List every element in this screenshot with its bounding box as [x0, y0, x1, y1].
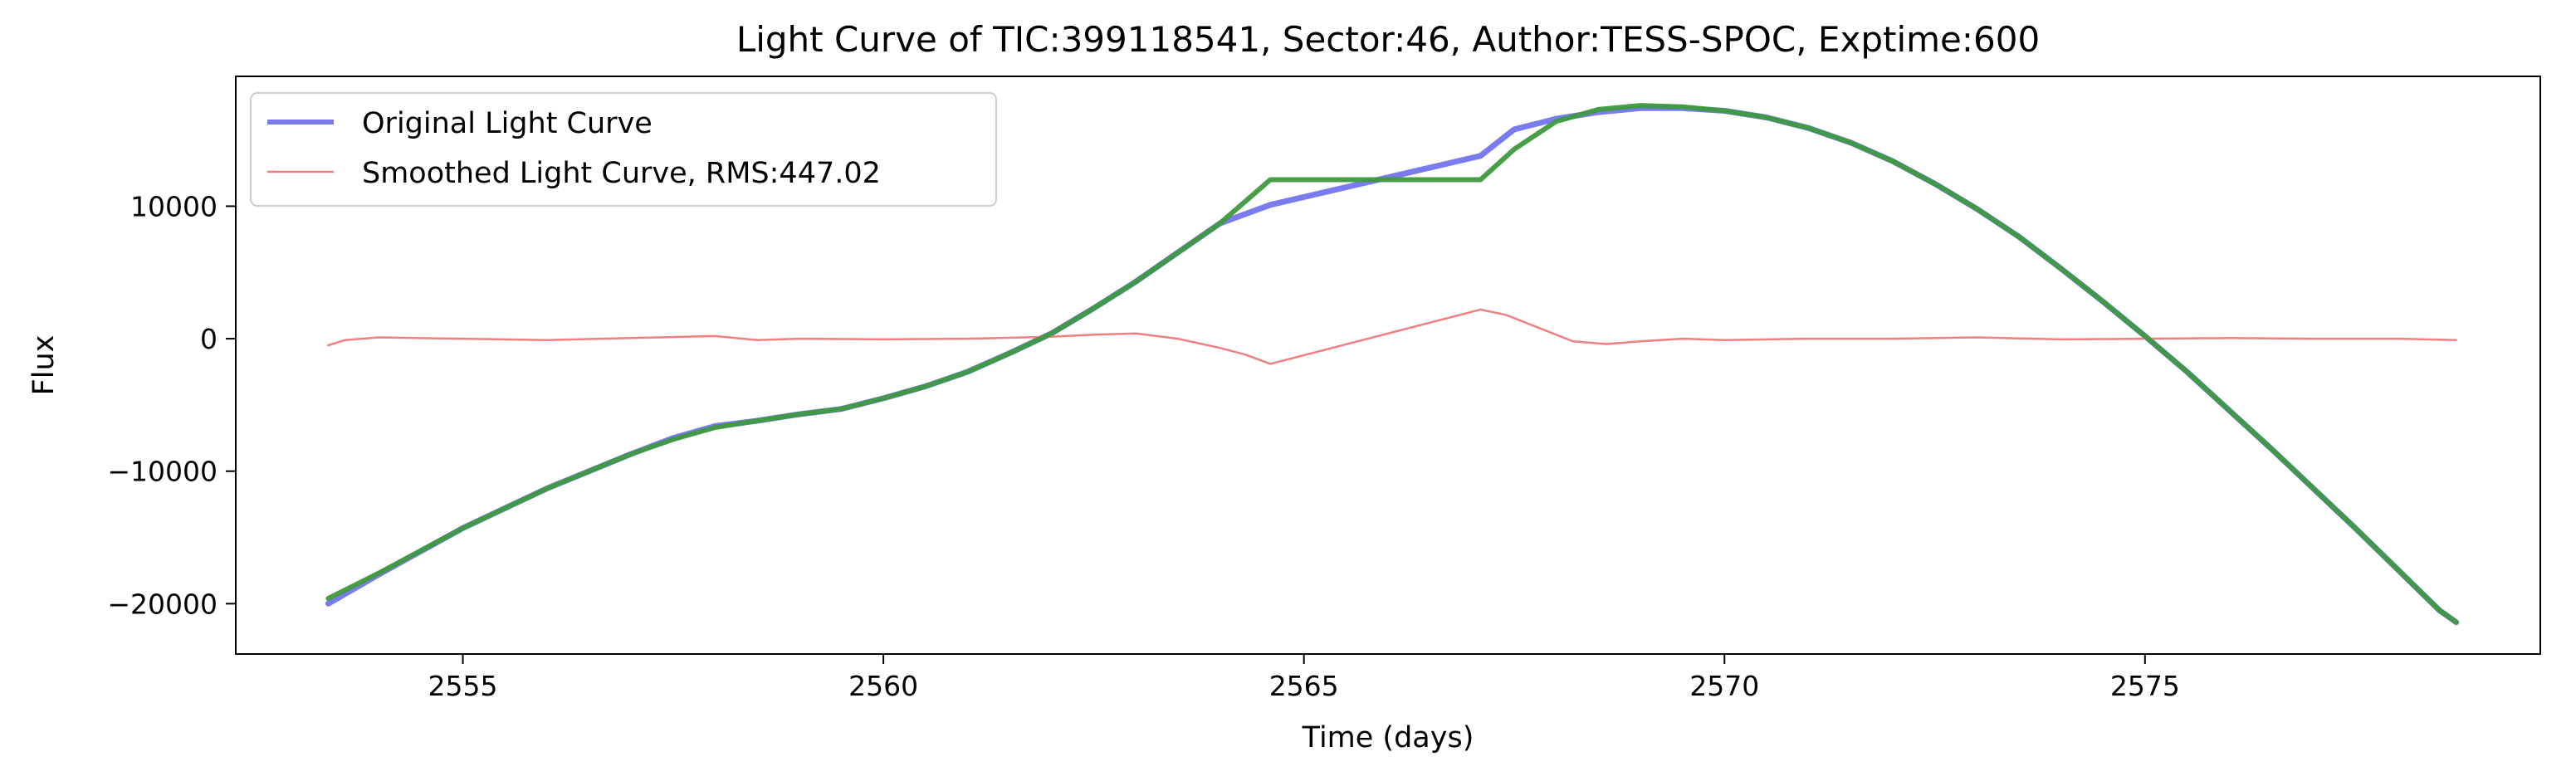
- legend-label-smoothed: Smoothed Light Curve, RMS:447.02: [362, 157, 881, 190]
- series-layer: [325, 103, 2460, 626]
- y-tick-label: 0: [200, 323, 218, 355]
- y-tick-label: −10000: [107, 456, 218, 488]
- y-axis-label: Flux: [27, 335, 61, 396]
- chart-title: Light Curve of TIC:399118541, Sector:46,…: [736, 19, 2040, 60]
- x-axis-ticks: 2555 2560 2565 2570 2575: [428, 654, 2180, 702]
- smoothed-light-curve-line: [327, 308, 2457, 365]
- fit-curve-line: [325, 103, 2459, 625]
- plot-frame: [235, 76, 2541, 655]
- y-axis-ticks: −20000 −10000 0 10000: [107, 190, 236, 620]
- y-tick-label: −20000: [107, 588, 218, 620]
- x-tick-label: 2575: [2110, 670, 2180, 702]
- legend-label-original: Original Light Curve: [362, 107, 653, 140]
- legend-box: [250, 92, 997, 207]
- x-tick-label: 2560: [848, 670, 918, 702]
- x-axis-label: Time (days): [1302, 721, 1474, 754]
- x-tick-label: 2565: [1269, 670, 1339, 702]
- x-tick-label: 2555: [428, 670, 498, 702]
- y-tick-label: 10000: [130, 190, 218, 222]
- x-tick-label: 2570: [1689, 670, 1759, 702]
- legend: Original Light Curve Smoothed Light Curv…: [250, 92, 997, 207]
